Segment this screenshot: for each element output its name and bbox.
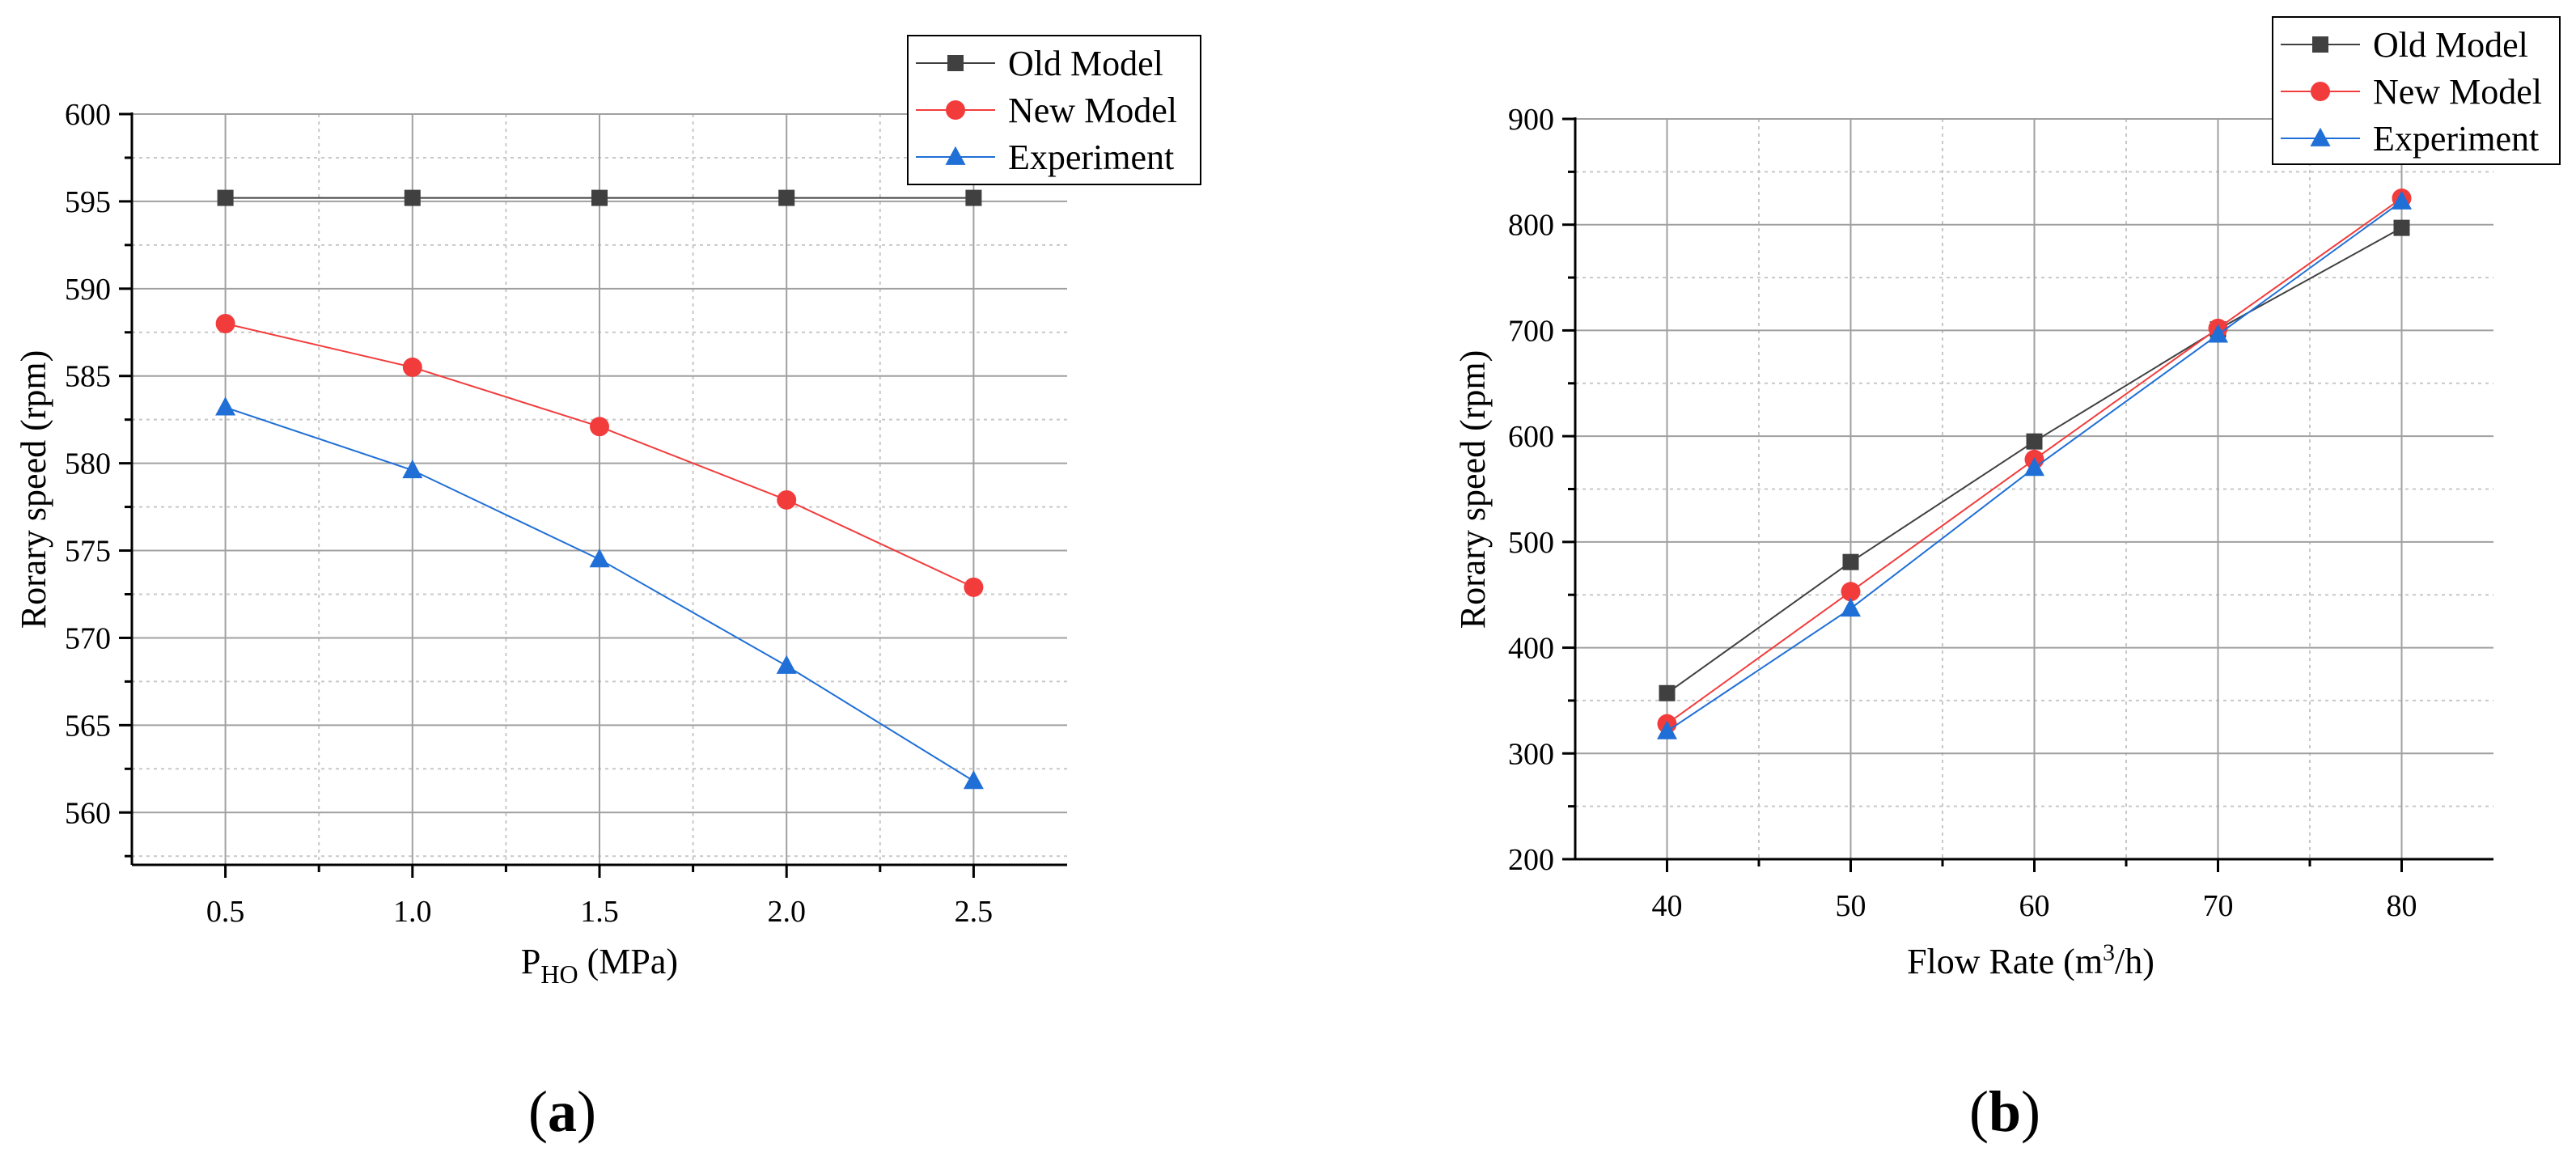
panel-a-legend-marker-new-model — [946, 100, 965, 120]
panel-a-point-old-model — [404, 189, 421, 206]
panel-b-y-tick-label: 600 — [1508, 420, 1554, 454]
panel-b-legend-label-old-model: Old Model — [2373, 25, 2528, 65]
panel-b-point-experiment — [1657, 720, 1677, 739]
panel-b-y-tick-label: 700 — [1508, 314, 1554, 348]
panel-b-point-old-model — [1659, 684, 1676, 701]
panel-a-legend-label-experiment: Experiment — [1008, 138, 1174, 177]
panel-a-y-tick-label: 600 — [65, 98, 111, 132]
panel-b-point-experiment — [2208, 324, 2228, 343]
panel-a-point-experiment — [776, 655, 797, 674]
panel-a-legend-label-new-model: New Model — [1008, 91, 1177, 130]
panel-b-panel-label: (b) — [1969, 1079, 2040, 1144]
panel-a-y-tick-label: 570 — [65, 621, 111, 655]
panel-b-legend-label-new-model: New Model — [2373, 72, 2542, 112]
panel-a-point-old-model — [778, 189, 795, 206]
panel-a-point-experiment — [215, 396, 236, 416]
panel-a-y-axis-label: Rorary speed (rpm) — [14, 350, 53, 629]
panel-a-y-tick-label: 580 — [65, 447, 111, 481]
panel-b-y-axis-label: Rorary speed (rpm) — [1453, 350, 1493, 629]
panel-b-point-experiment — [1841, 598, 1861, 617]
panel-b-y-tick-label: 200 — [1508, 843, 1554, 877]
panel-a-point-old-model — [217, 189, 234, 206]
panel-a-y-tick-label: 590 — [65, 273, 111, 307]
panel-a-y-tick-label: 565 — [65, 709, 111, 743]
panel-b-x-tick-label: 50 — [1836, 889, 1866, 923]
panel-b-x-axis-label: Flow Rate (m3/h) — [1907, 939, 2154, 981]
panel-b-legend-marker-experiment — [2310, 127, 2331, 146]
panel-a-point-new-model — [964, 577, 984, 597]
panel-a-y-tick-label: 585 — [65, 360, 111, 394]
panel-a-point-old-model — [965, 189, 982, 206]
panel-a-legend-marker-experiment — [945, 146, 966, 165]
panel-a-point-new-model — [590, 417, 609, 437]
panel-b-point-old-model — [2393, 219, 2410, 236]
panel-a-point-new-model — [777, 489, 797, 510]
panel-b-y-tick-label: 800 — [1508, 209, 1554, 243]
panel-b-y-tick-label: 300 — [1508, 737, 1554, 771]
panel-b-point-old-model — [1842, 553, 1859, 570]
panel-b-x-tick-label: 70 — [2203, 889, 2234, 923]
panel-b-x-tick-label: 40 — [1652, 889, 1683, 923]
panel-b-point-experiment — [2392, 190, 2412, 210]
panel-a-chart: 560 565 570 575 580 585 590 595 600 0.5 1.0 1.5 2.0 2… — [14, 35, 1201, 1144]
panel-a-point-new-model — [215, 313, 235, 333]
panel-b-point-old-model — [2026, 433, 2043, 450]
panel-b-y-tick-label: 400 — [1508, 632, 1554, 666]
panel-b-y-tick-label: 900 — [1508, 103, 1554, 137]
panel-a-point-experiment — [589, 549, 610, 568]
panel-a-y-tick-label: 575 — [65, 535, 111, 569]
panel-a-y-tick-label: 595 — [65, 185, 111, 219]
panel-b-y-tick-label: 500 — [1508, 526, 1554, 560]
panel-b-legend-label-experiment: Experiment — [2373, 119, 2539, 159]
panel-a-point-experiment — [402, 460, 423, 479]
panel-a-panel-label: (a) — [528, 1079, 596, 1144]
panel-b-x-tick-label: 80 — [2387, 889, 2417, 923]
panel-a-legend-marker-old-model — [947, 55, 964, 71]
panel-b-legend-marker-old-model — [2312, 36, 2328, 53]
panel-a-x-axis-label: PHO (MPa) — [521, 942, 678, 989]
panel-a-x-tick-label: 0.5 — [206, 895, 245, 929]
panel-b-point-new-model — [1841, 582, 1861, 602]
panel-b-point-experiment — [2024, 457, 2044, 477]
panel-a-y-tick-label: 560 — [65, 796, 111, 830]
panel-a-x-tick-label: 2.5 — [955, 895, 994, 929]
panel-b-legend-marker-new-model — [2311, 82, 2330, 101]
panel-a-point-experiment — [963, 770, 984, 790]
panel-a-point-old-model — [591, 189, 608, 206]
panel-a-x-tick-label: 1.0 — [393, 895, 432, 929]
panel-b-x-tick-label: 60 — [2019, 889, 2050, 923]
panel-b-chart: 200 300 400 500 600 700 800 900 40 50 60 70 80 Flow R… — [1453, 16, 2561, 1144]
panel-a-x-tick-label: 2.0 — [767, 895, 806, 929]
panel-a-legend-label-old-model: Old Model — [1008, 44, 1163, 83]
panel-a-point-new-model — [402, 357, 422, 377]
panel-a-x-tick-label: 1.5 — [580, 895, 619, 929]
